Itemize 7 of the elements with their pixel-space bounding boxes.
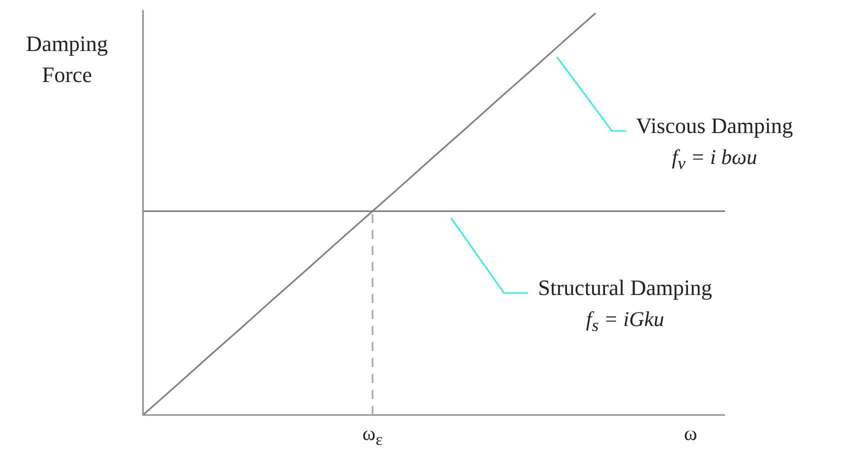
x-axis-title: ω bbox=[684, 423, 698, 446]
annotation: f$_{s}$ = iGku bbox=[584, 306, 666, 338]
annotation: f$_{v}$ = i bωu bbox=[670, 144, 758, 176]
text: Structural Damping bbox=[538, 274, 712, 302]
text: ω$_{ε}$ bbox=[361, 423, 384, 450]
text: Viscous Damping bbox=[636, 112, 793, 140]
y-axis-title: Damping Force bbox=[25, 30, 109, 89]
